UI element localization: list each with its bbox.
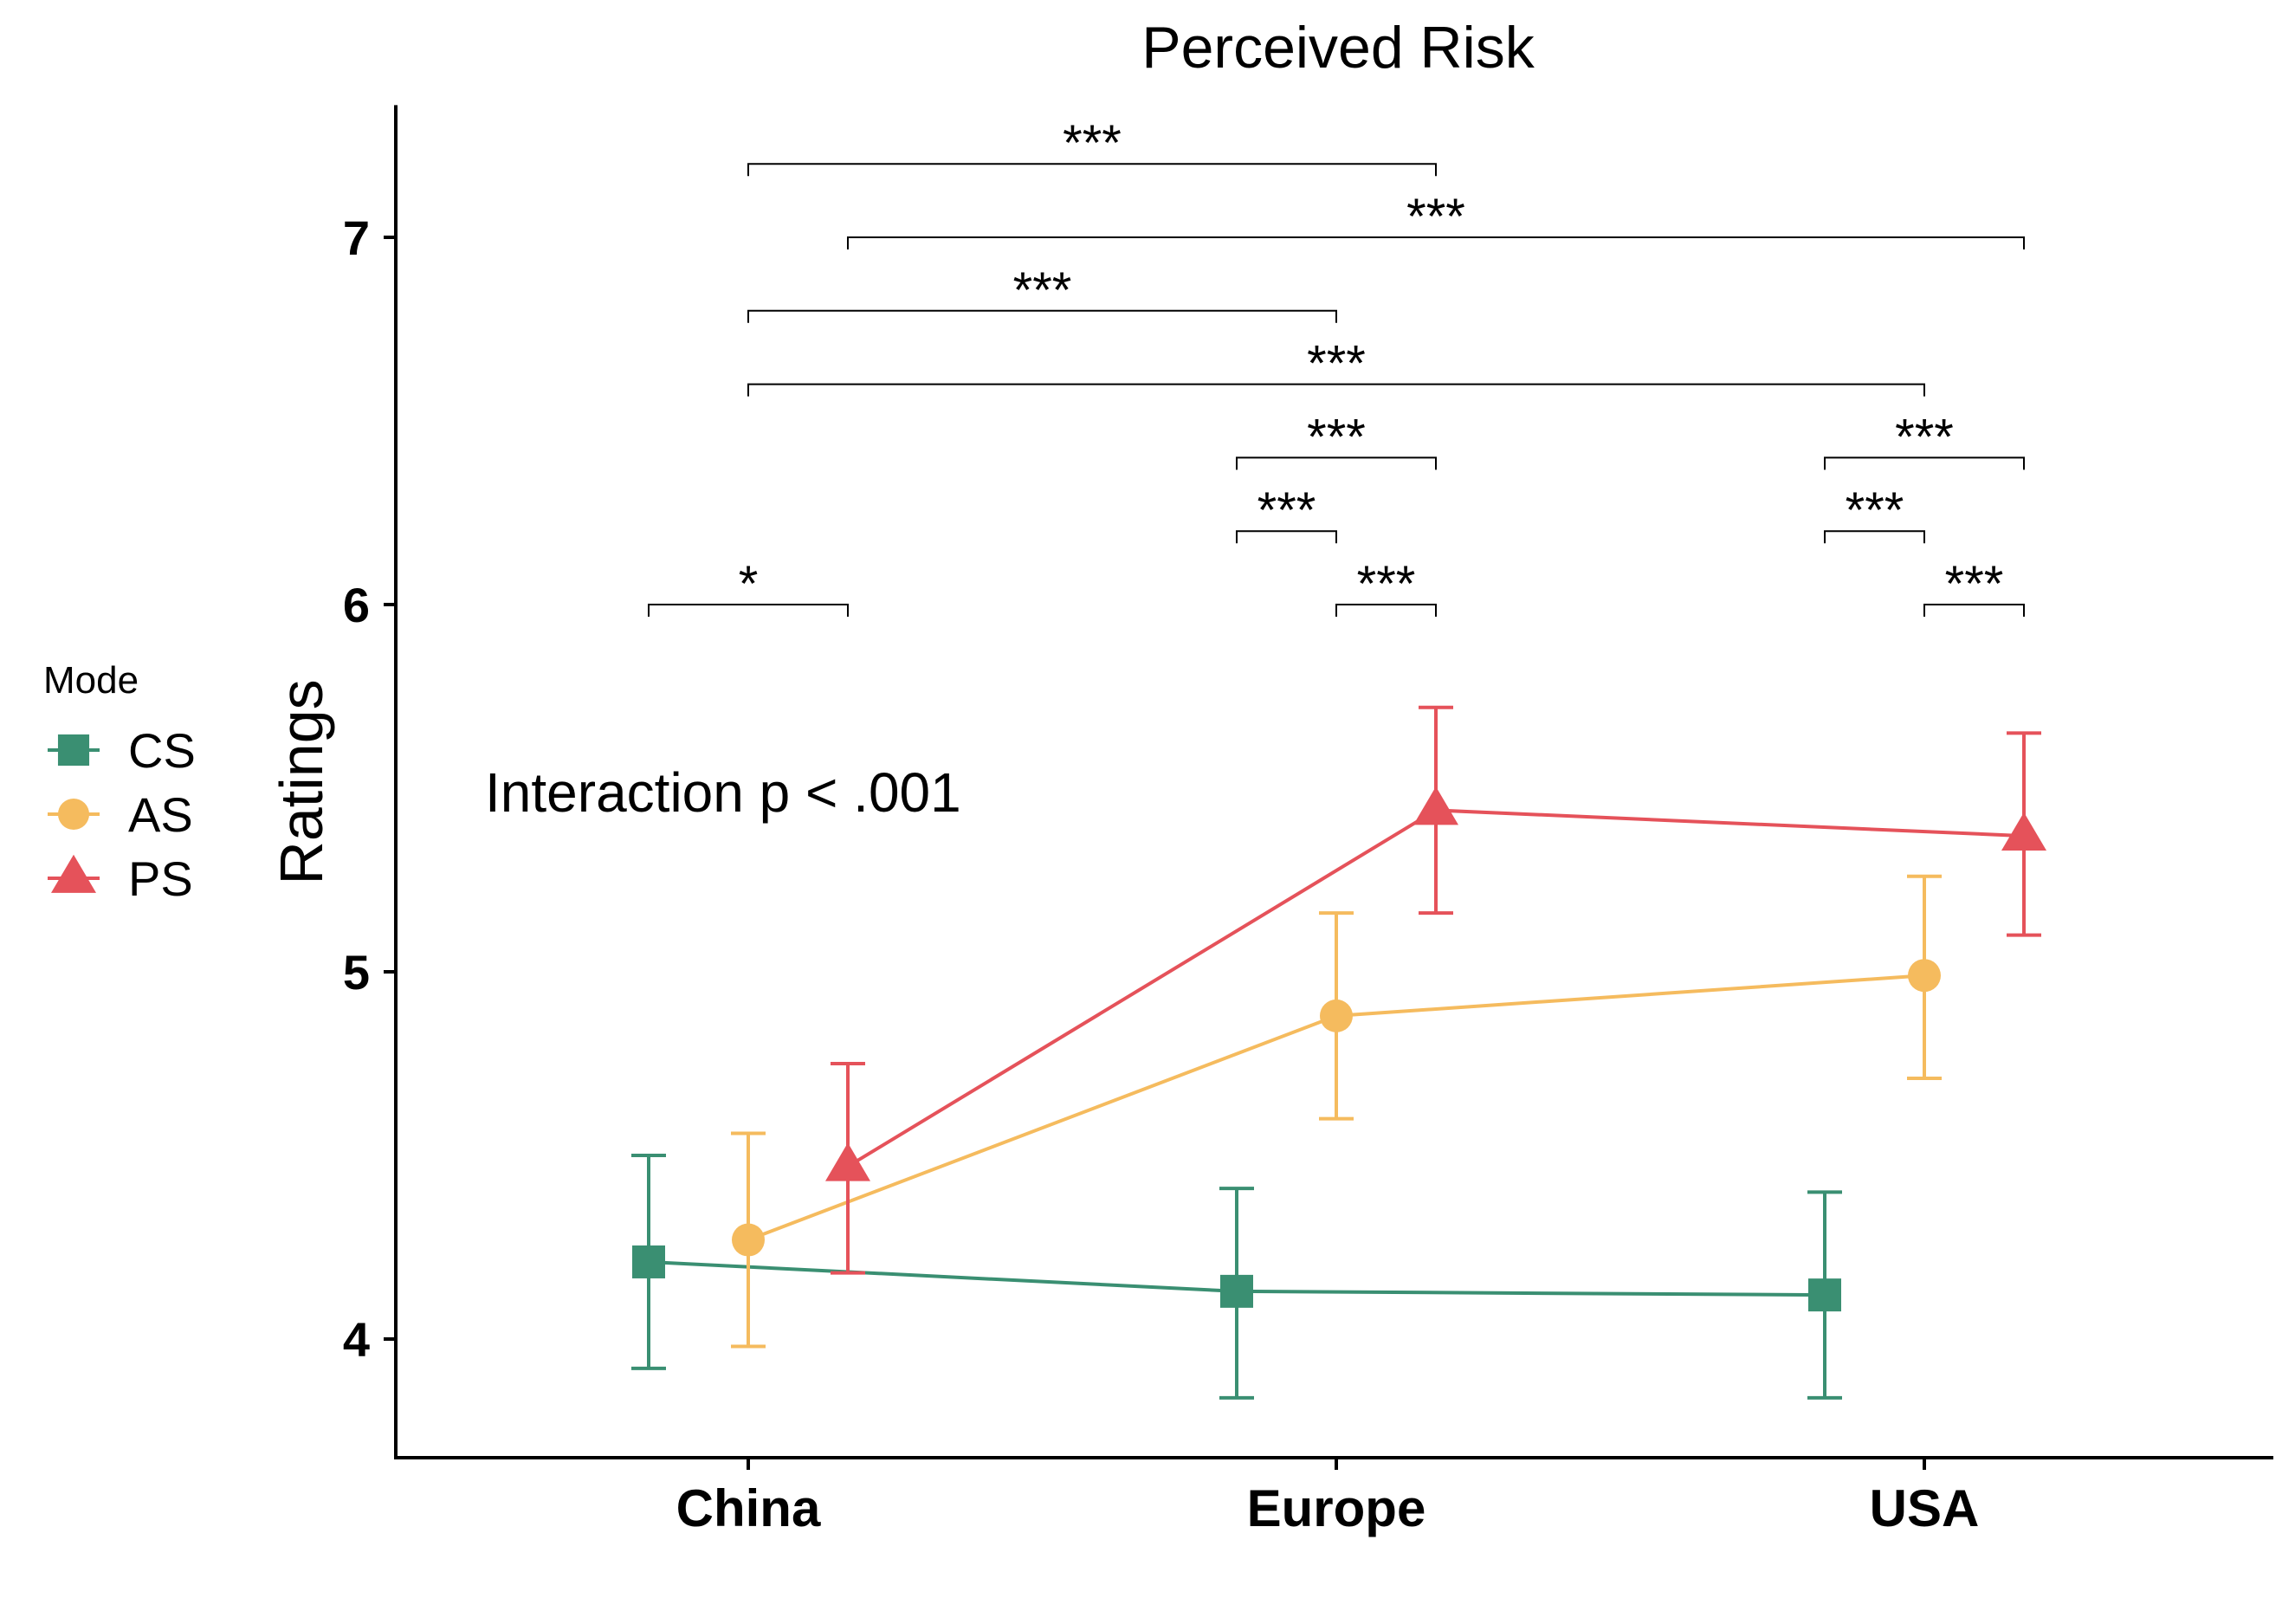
- significance-bracket: [648, 604, 849, 617]
- significance-label: ***: [1945, 556, 2004, 612]
- series-ps: [825, 705, 2046, 1275]
- legend-title: Mode: [43, 659, 139, 702]
- y-tick-label: 4: [343, 1312, 370, 1367]
- data-point: [1413, 786, 1458, 825]
- significance-label: ***: [1307, 336, 1366, 392]
- legend-label: AS: [128, 787, 193, 842]
- series-cs: [631, 1154, 1842, 1400]
- significance-bracket: [1335, 604, 1437, 617]
- significance-label: ***: [1013, 262, 1072, 319]
- data-point: [1808, 1278, 1841, 1312]
- significance-label: ***: [1257, 482, 1316, 539]
- significance-label: ***: [1357, 556, 1416, 612]
- data-point: [732, 1223, 765, 1257]
- legend-label: CS: [128, 723, 196, 778]
- x-tick-label: China: [676, 1479, 821, 1537]
- series-as: [731, 874, 1942, 1349]
- significance-label: ***: [1063, 115, 1122, 171]
- y-axis-label: Ratings: [268, 679, 335, 884]
- significance-label: ***: [1307, 409, 1366, 465]
- significance-bracket: [1236, 456, 1437, 470]
- data-point: [1908, 959, 1941, 993]
- y-tick-label: 5: [343, 945, 370, 1000]
- data-point: [2001, 812, 2046, 851]
- data-point: [632, 1245, 665, 1278]
- y-tick-label: 7: [343, 210, 370, 265]
- legend-marker: [57, 734, 90, 767]
- significance-bracket: [747, 383, 1925, 397]
- data-series: [631, 705, 2046, 1400]
- significance-bracket: [1824, 456, 2025, 470]
- significance-bracket: [1923, 604, 2025, 617]
- interaction-annotation: Interaction p < .001: [485, 761, 961, 824]
- chart-title: Perceived Risk: [1141, 15, 1535, 81]
- legend-marker: [51, 854, 96, 893]
- data-point: [1220, 1274, 1253, 1308]
- data-point: [1320, 999, 1353, 1032]
- significance-bracket: [1236, 530, 1337, 544]
- legend-item-ps: PS: [48, 851, 193, 906]
- y-tick-label: 6: [343, 578, 370, 632]
- significance-bracket: [847, 236, 2025, 249]
- x-tick-label: USA: [1870, 1479, 1980, 1537]
- significance-label: ***: [1846, 482, 1904, 539]
- significance-label: ***: [1895, 409, 1954, 465]
- axes: 4 5 6 7 China Europe USA: [343, 105, 2273, 1537]
- significance-label: *: [739, 556, 759, 612]
- significance-label: ***: [1406, 189, 1465, 245]
- data-point: [825, 1142, 870, 1181]
- significance-bracket: [1824, 530, 1925, 544]
- legend-item-cs: CS: [48, 723, 196, 778]
- legend-item-as: AS: [48, 787, 193, 842]
- significance-bracket: [747, 309, 1337, 323]
- x-tick-label: Europe: [1247, 1479, 1426, 1537]
- legend: Mode CS AS PS: [43, 659, 196, 906]
- legend-marker: [57, 798, 90, 831]
- significance-bracket: [747, 163, 1437, 177]
- legend-label: PS: [128, 851, 193, 906]
- significance-brackets: *************** ****** **** *** ***: [648, 115, 2025, 617]
